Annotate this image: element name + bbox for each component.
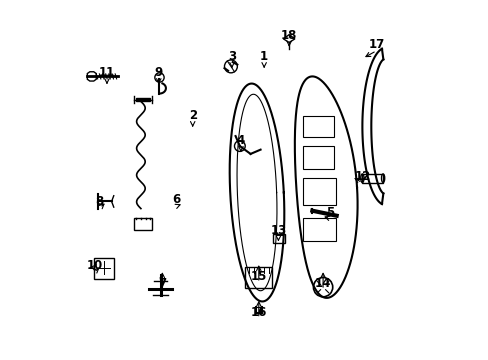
Text: 18: 18 [281,29,297,42]
Bar [303,116,333,137]
Text: 17: 17 [368,38,384,51]
Bar [134,217,151,230]
Bar [135,98,149,102]
Text: 8: 8 [96,195,104,208]
Text: 3: 3 [227,50,236,63]
Bar [244,267,271,288]
Bar [94,258,114,279]
Text: 10: 10 [86,259,102,272]
Bar [362,174,382,183]
Bar [303,178,335,205]
Text: 7: 7 [158,277,166,290]
Text: 13: 13 [270,224,286,237]
Bar [273,234,285,243]
Text: 4: 4 [236,134,244,147]
Text: 6: 6 [172,193,181,206]
Text: 5: 5 [325,206,334,219]
Text: 1: 1 [260,50,267,63]
Text: 16: 16 [250,306,266,319]
Text: 14: 14 [314,277,330,290]
Bar [303,217,335,241]
Text: 11: 11 [99,66,115,79]
Text: 2: 2 [188,109,196,122]
Text: 9: 9 [154,66,163,79]
Bar [303,146,333,169]
Text: 12: 12 [353,170,370,183]
Text: 15: 15 [250,270,266,283]
